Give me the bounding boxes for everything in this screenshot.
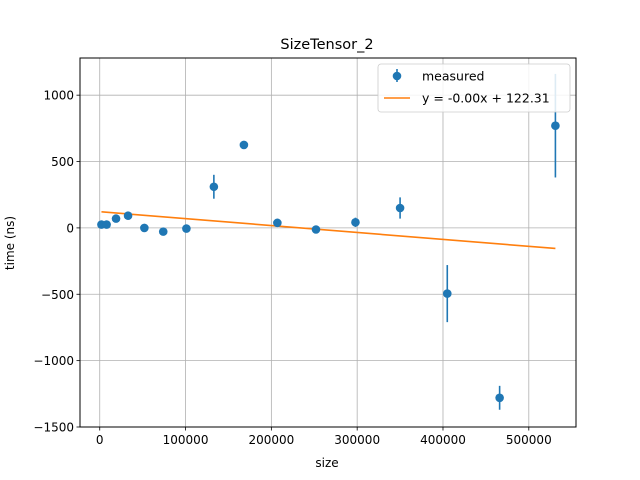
fit-series — [101, 211, 556, 250]
plot-frame — [79, 57, 577, 428]
axis-ticks: 0 100000 200000 300000 400000 500000 −1500 −100… — [33, 89, 551, 447]
chart-title: SizeTensor_2 — [280, 37, 373, 53]
data-point — [123, 211, 133, 220]
y-tick-label: 1000 — [43, 89, 74, 103]
data-point — [209, 182, 219, 192]
data-point — [351, 218, 360, 227]
data-point — [273, 218, 282, 228]
x-tick-label: 400000 — [420, 433, 466, 447]
data-point — [239, 140, 249, 150]
data-point — [140, 223, 149, 233]
x-tick-label: 100000 — [163, 433, 209, 447]
y-axis-label: time (ns) — [3, 216, 17, 270]
y-tick-label: −1000 — [33, 354, 74, 368]
legend-measured-label: measured — [422, 69, 484, 84]
data-point — [311, 225, 321, 234]
data-point — [158, 227, 168, 236]
data-point — [111, 214, 121, 223]
fit-line — [101, 211, 556, 250]
data-point — [102, 220, 111, 229]
y-tick-label: −1500 — [33, 421, 74, 435]
x-tick-label: 300000 — [334, 433, 380, 447]
data-point — [395, 203, 405, 213]
data-point — [442, 289, 452, 298]
legend: measured y = -0.00x + 122.31 — [377, 63, 571, 113]
legend-box — [377, 63, 571, 113]
y-tick-label: 500 — [51, 155, 74, 169]
grid — [80, 58, 576, 428]
legend-measured-marker — [392, 71, 402, 81]
x-tick-label: 500000 — [506, 433, 552, 447]
data-point — [495, 393, 504, 403]
x-tick-label: 0 — [96, 433, 104, 447]
x-axis-label: size — [315, 456, 338, 470]
x-tick-label: 200000 — [248, 433, 294, 447]
legend-fit-label: y = -0.00x + 122.31 — [422, 91, 550, 106]
data-point — [182, 224, 191, 233]
y-tick-label: −500 — [41, 288, 74, 302]
y-tick-label: 0 — [66, 221, 74, 235]
data-point — [551, 121, 560, 130]
